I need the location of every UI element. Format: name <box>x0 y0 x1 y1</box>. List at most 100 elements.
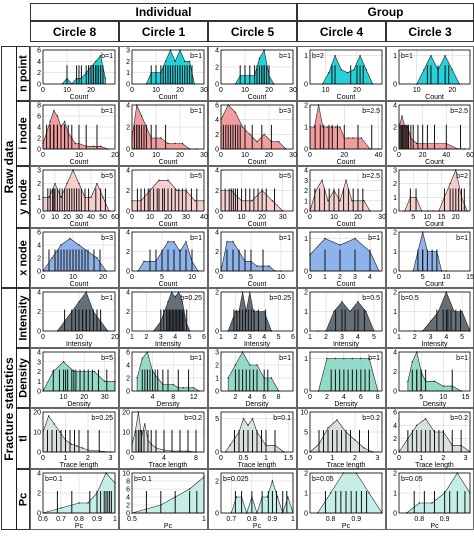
data-point <box>326 126 328 128</box>
y-tick-label: 2 <box>393 369 397 376</box>
data-point <box>63 120 66 123</box>
bin-width-annotation: b=0.25 <box>180 295 202 302</box>
y-tick-label: 1 <box>393 309 397 316</box>
data-point <box>81 447 84 449</box>
data-point <box>339 126 341 128</box>
data-point <box>60 196 62 199</box>
y-tick-label: 0 <box>37 450 41 457</box>
bin-width-annotation: b=0.05 <box>401 476 423 483</box>
x-tick-label: 30 <box>101 394 109 401</box>
y-tick-label: 5 <box>304 430 308 437</box>
y-tick-label: 4 <box>126 230 130 237</box>
data-point <box>266 496 268 498</box>
row-label-i-node: i node <box>18 117 30 149</box>
x-tick-label: 0 <box>219 455 223 462</box>
data-point <box>424 417 427 420</box>
data-point <box>368 357 370 360</box>
x-tick-label: 0 <box>130 274 134 281</box>
y-tick-label: 0 <box>393 147 397 154</box>
x-tick-label: 20 <box>80 394 88 401</box>
x-tick-label: 20 <box>258 214 266 221</box>
data-point <box>51 257 53 259</box>
data-point <box>92 145 95 147</box>
data-point <box>164 60 167 63</box>
bin-width-annotation: b=0.5 <box>362 295 380 302</box>
data-point <box>334 357 337 360</box>
x-tick-label: 20 <box>111 334 119 341</box>
y-tick-label: 20 <box>122 410 130 417</box>
x-tick-label: 8 <box>194 455 198 462</box>
panel-i-node-circle-1: 0 2 4 0 10 20 30 Count b=1 <box>119 101 208 166</box>
y-tick-label: 2 <box>304 290 308 297</box>
bin-width-annotation: b=1 <box>368 235 380 242</box>
x-tick-label: 30 <box>182 214 190 221</box>
data-point <box>351 357 354 360</box>
x-axis-label: Density <box>423 401 447 408</box>
panel-density-circle-5: 0 1 2 3 2 4 6 8 Density b=1 <box>208 348 297 408</box>
data-point <box>418 502 420 504</box>
data-point <box>160 137 162 139</box>
data-point <box>416 424 418 427</box>
series-area <box>309 238 380 272</box>
data-point <box>167 142 169 145</box>
y-tick-label: 6 <box>37 48 41 55</box>
row-header-box <box>16 469 30 530</box>
data-point <box>176 189 178 192</box>
panel-n-point-circle-3: 0 1 10 20 Count b=1 <box>386 46 474 101</box>
x-tick-label: 8 <box>277 394 281 401</box>
x-tick-label: 20 <box>353 87 361 94</box>
data-point <box>333 310 335 313</box>
y-tick-label: 4 <box>37 471 41 478</box>
y-tick-label: 0 <box>393 269 397 276</box>
x-axis-label: Count <box>159 159 178 166</box>
panel-x-node-circle-1: 0 2 4 0 5 10 Count b=1 <box>119 228 208 288</box>
x-axis-label: Count <box>248 94 267 101</box>
column-header-box <box>297 21 386 42</box>
plot-frame <box>309 231 383 272</box>
row-label-x-node: x node <box>18 240 30 275</box>
plot-frame <box>398 231 471 272</box>
x-tick-label: 0 <box>41 334 45 341</box>
x-tick-label: 0 <box>308 274 312 281</box>
x-tick-label: 30 <box>289 87 297 94</box>
y-tick-label: 8 <box>37 103 41 110</box>
x-tick-label: 0 <box>130 214 134 221</box>
x-tick-label: 3 <box>464 455 468 462</box>
x-axis-label: Count <box>70 159 89 166</box>
data-point <box>442 385 445 387</box>
x-tick-label: 0 <box>219 87 223 94</box>
y-tick-label: 4 <box>126 290 130 297</box>
y-tick-label: 2 <box>304 103 308 110</box>
bin-width-annotation: b=1 <box>401 53 413 60</box>
panel-intensity-circle-5: 0 2 1 2 3 4 5 6 Intensity b=0.25 <box>208 288 297 348</box>
data-point <box>453 310 455 313</box>
x-axis-label: Count <box>337 94 356 101</box>
y-tick-label: 2 <box>304 471 308 478</box>
bin-width-annotation: b=5 <box>101 355 113 362</box>
panel-pc-circle-4: 0 1 2 0.8 0.9Pc b=0.05 <box>297 469 386 530</box>
data-point <box>249 133 251 136</box>
data-point <box>437 310 440 313</box>
y-tick-label: 2 <box>215 479 219 486</box>
data-point <box>416 142 418 145</box>
y-tick-label: 20 <box>33 410 41 417</box>
data-point <box>184 60 186 63</box>
x-tick-label: 5 <box>277 334 281 341</box>
x-tick-label: 0 <box>308 152 312 159</box>
plot-frame <box>131 411 205 453</box>
data-point <box>136 377 138 379</box>
y-tick-label: 4 <box>215 230 219 237</box>
panel-x-node-circle-5: 0 2 4 0 5 10 Count b=1 <box>208 228 297 288</box>
x-tick-label: 10 <box>238 214 246 221</box>
column-header-circle-5: Circle 5 <box>231 25 275 39</box>
x-axis-label: Count <box>337 159 356 166</box>
bin-width-annotation: b=2.5 <box>450 108 468 115</box>
y-tick-label: 0 <box>393 389 397 396</box>
y-tick-label: 0 <box>393 511 397 518</box>
x-tick-label: 2 <box>338 274 342 281</box>
y-tick-label: 0 <box>393 329 397 336</box>
plot-frame <box>220 351 294 392</box>
row-header-box <box>16 166 30 228</box>
x-tick-label: 15 <box>462 394 470 401</box>
